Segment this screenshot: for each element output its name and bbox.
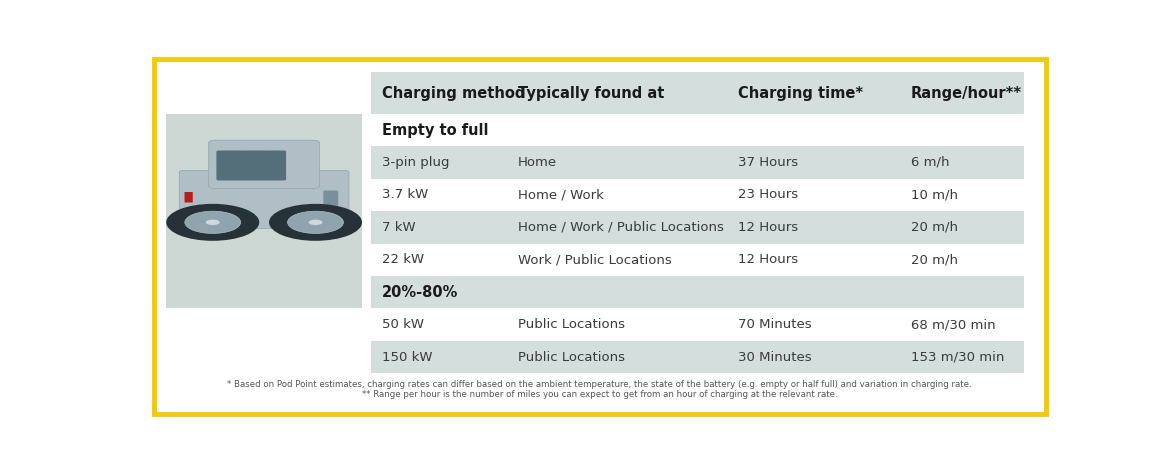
Text: * Based on Pod Point estimates, charging rates can differ based on the ambient t: * Based on Pod Point estimates, charging… <box>227 380 972 389</box>
Text: 3.7 kW: 3.7 kW <box>381 189 428 201</box>
Text: Typically found at: Typically found at <box>518 86 665 101</box>
Text: 7 kW: 7 kW <box>381 221 415 234</box>
FancyBboxPatch shape <box>323 190 338 205</box>
FancyBboxPatch shape <box>371 114 1024 146</box>
Text: 30 Minutes: 30 Minutes <box>738 351 812 364</box>
Text: 20%-80%: 20%-80% <box>381 285 459 300</box>
Text: 10 m/h: 10 m/h <box>910 189 957 201</box>
Text: Charging time*: Charging time* <box>738 86 863 101</box>
FancyBboxPatch shape <box>371 73 1024 114</box>
Text: Work / Public Locations: Work / Public Locations <box>518 253 672 266</box>
Circle shape <box>269 204 362 241</box>
Text: 12 Hours: 12 Hours <box>738 253 798 266</box>
Text: ** Range per hour is the number of miles you can expect to get from an hour of c: ** Range per hour is the number of miles… <box>362 390 838 399</box>
FancyBboxPatch shape <box>208 140 319 189</box>
Text: Public Locations: Public Locations <box>518 351 625 364</box>
FancyBboxPatch shape <box>179 170 349 228</box>
Text: 50 kW: 50 kW <box>381 318 424 331</box>
FancyBboxPatch shape <box>264 151 287 181</box>
Text: 70 Minutes: 70 Minutes <box>738 318 812 331</box>
FancyBboxPatch shape <box>371 341 1024 373</box>
FancyBboxPatch shape <box>371 179 1024 211</box>
FancyBboxPatch shape <box>371 276 1024 308</box>
Text: 12 Hours: 12 Hours <box>738 221 798 234</box>
Text: Home / Work / Public Locations: Home / Work / Public Locations <box>518 221 724 234</box>
Circle shape <box>288 211 344 234</box>
Circle shape <box>309 219 323 225</box>
Text: 153 m/30 min: 153 m/30 min <box>910 351 1004 364</box>
Text: Public Locations: Public Locations <box>518 318 625 331</box>
FancyBboxPatch shape <box>371 146 1024 179</box>
Text: Empty to full: Empty to full <box>381 123 489 138</box>
FancyBboxPatch shape <box>216 151 242 181</box>
Circle shape <box>185 211 241 234</box>
Text: Charging method: Charging method <box>381 86 525 101</box>
Text: 22 kW: 22 kW <box>381 253 425 266</box>
FancyBboxPatch shape <box>371 243 1024 276</box>
FancyBboxPatch shape <box>371 308 1024 341</box>
Text: Range/hour**: Range/hour** <box>910 86 1021 101</box>
Text: 68 m/30 min: 68 m/30 min <box>910 318 996 331</box>
FancyBboxPatch shape <box>241 151 267 181</box>
FancyBboxPatch shape <box>185 192 193 203</box>
Text: Home: Home <box>518 156 557 169</box>
Text: 3-pin plug: 3-pin plug <box>381 156 449 169</box>
Text: 37 Hours: 37 Hours <box>738 156 798 169</box>
Text: 20 m/h: 20 m/h <box>910 253 957 266</box>
FancyBboxPatch shape <box>371 211 1024 243</box>
Text: 23 Hours: 23 Hours <box>738 189 798 201</box>
Text: 20 m/h: 20 m/h <box>910 221 957 234</box>
Text: Home / Work: Home / Work <box>518 189 604 201</box>
Circle shape <box>206 219 220 225</box>
Text: 6 m/h: 6 m/h <box>910 156 949 169</box>
Text: 150 kW: 150 kW <box>381 351 433 364</box>
FancyBboxPatch shape <box>166 114 362 308</box>
Circle shape <box>166 204 260 241</box>
